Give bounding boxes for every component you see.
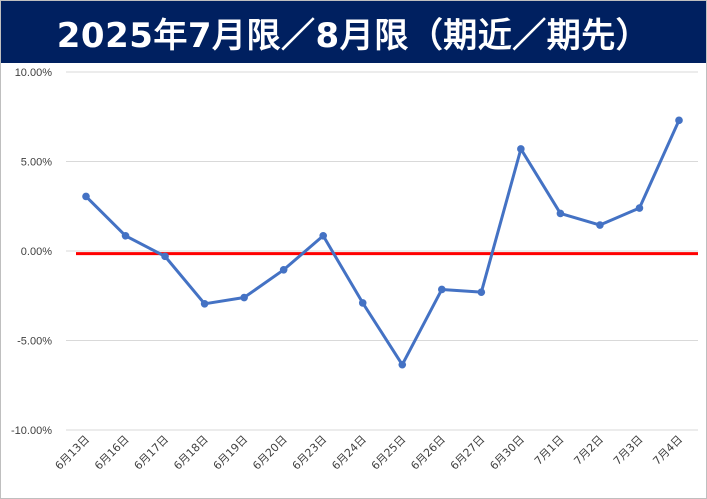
x-tick-label: 6月18日 xyxy=(171,433,211,473)
x-tick-label: 7月4日 xyxy=(650,433,685,468)
x-tick-label: 6月25日 xyxy=(369,433,409,473)
data-point xyxy=(161,252,169,261)
data-point xyxy=(675,116,683,125)
data-point xyxy=(279,265,288,274)
x-tick-label: 6月27日 xyxy=(448,433,488,473)
data-point xyxy=(121,231,130,240)
x-tick-label: 7月3日 xyxy=(611,433,646,468)
data-point xyxy=(319,231,328,240)
y-tick-label: 10.00% xyxy=(15,67,53,79)
data-point xyxy=(556,209,565,218)
x-tick-label: 6月23日 xyxy=(290,433,330,473)
x-tick-label: 6月30日 xyxy=(487,433,527,473)
x-tick-label: 6月16日 xyxy=(92,433,132,473)
series-line xyxy=(84,118,681,367)
gridlines xyxy=(66,71,698,431)
x-tick-label: 7月2日 xyxy=(571,433,606,468)
series-layer xyxy=(82,116,683,369)
data-point xyxy=(200,300,209,308)
x-tick-label: 6月26日 xyxy=(408,433,448,473)
x-tick-label: 7月1日 xyxy=(532,433,567,468)
data-point xyxy=(477,288,486,296)
data-point xyxy=(398,360,407,369)
y-tick-label: -10.00% xyxy=(11,425,52,437)
x-tick-label: 6月13日 xyxy=(53,433,93,473)
x-tick-label: 6月24日 xyxy=(329,433,369,473)
y-tick-label: -5.00% xyxy=(17,336,52,348)
y-tick-label: 0.00% xyxy=(21,246,52,258)
title-bar: 2025年7月限／8月限（期近／期先） xyxy=(1,1,706,63)
data-point xyxy=(240,293,248,302)
data-point xyxy=(517,145,525,153)
y-axis-ticks: 10.00% 5.00% 0.00% -5.00% -10.00% xyxy=(11,67,52,437)
x-tick-label: 6月20日 xyxy=(250,433,290,473)
x-tick-label: 6月17日 xyxy=(132,433,172,473)
chart-title: 2025年7月限／8月限（期近／期先） xyxy=(56,15,651,56)
data-point xyxy=(635,204,644,212)
x-tick-label: 6月19日 xyxy=(211,433,251,473)
y-tick-label: 5.00% xyxy=(21,157,52,169)
data-point xyxy=(358,299,367,307)
x-axis-ticks: 6月13日 6月16日 6月17日 6月18日 6月19日 6月20日 6月23日 6月24日… xyxy=(53,433,686,473)
data-point xyxy=(596,221,604,229)
data-point xyxy=(82,192,90,201)
data-point xyxy=(438,285,446,294)
